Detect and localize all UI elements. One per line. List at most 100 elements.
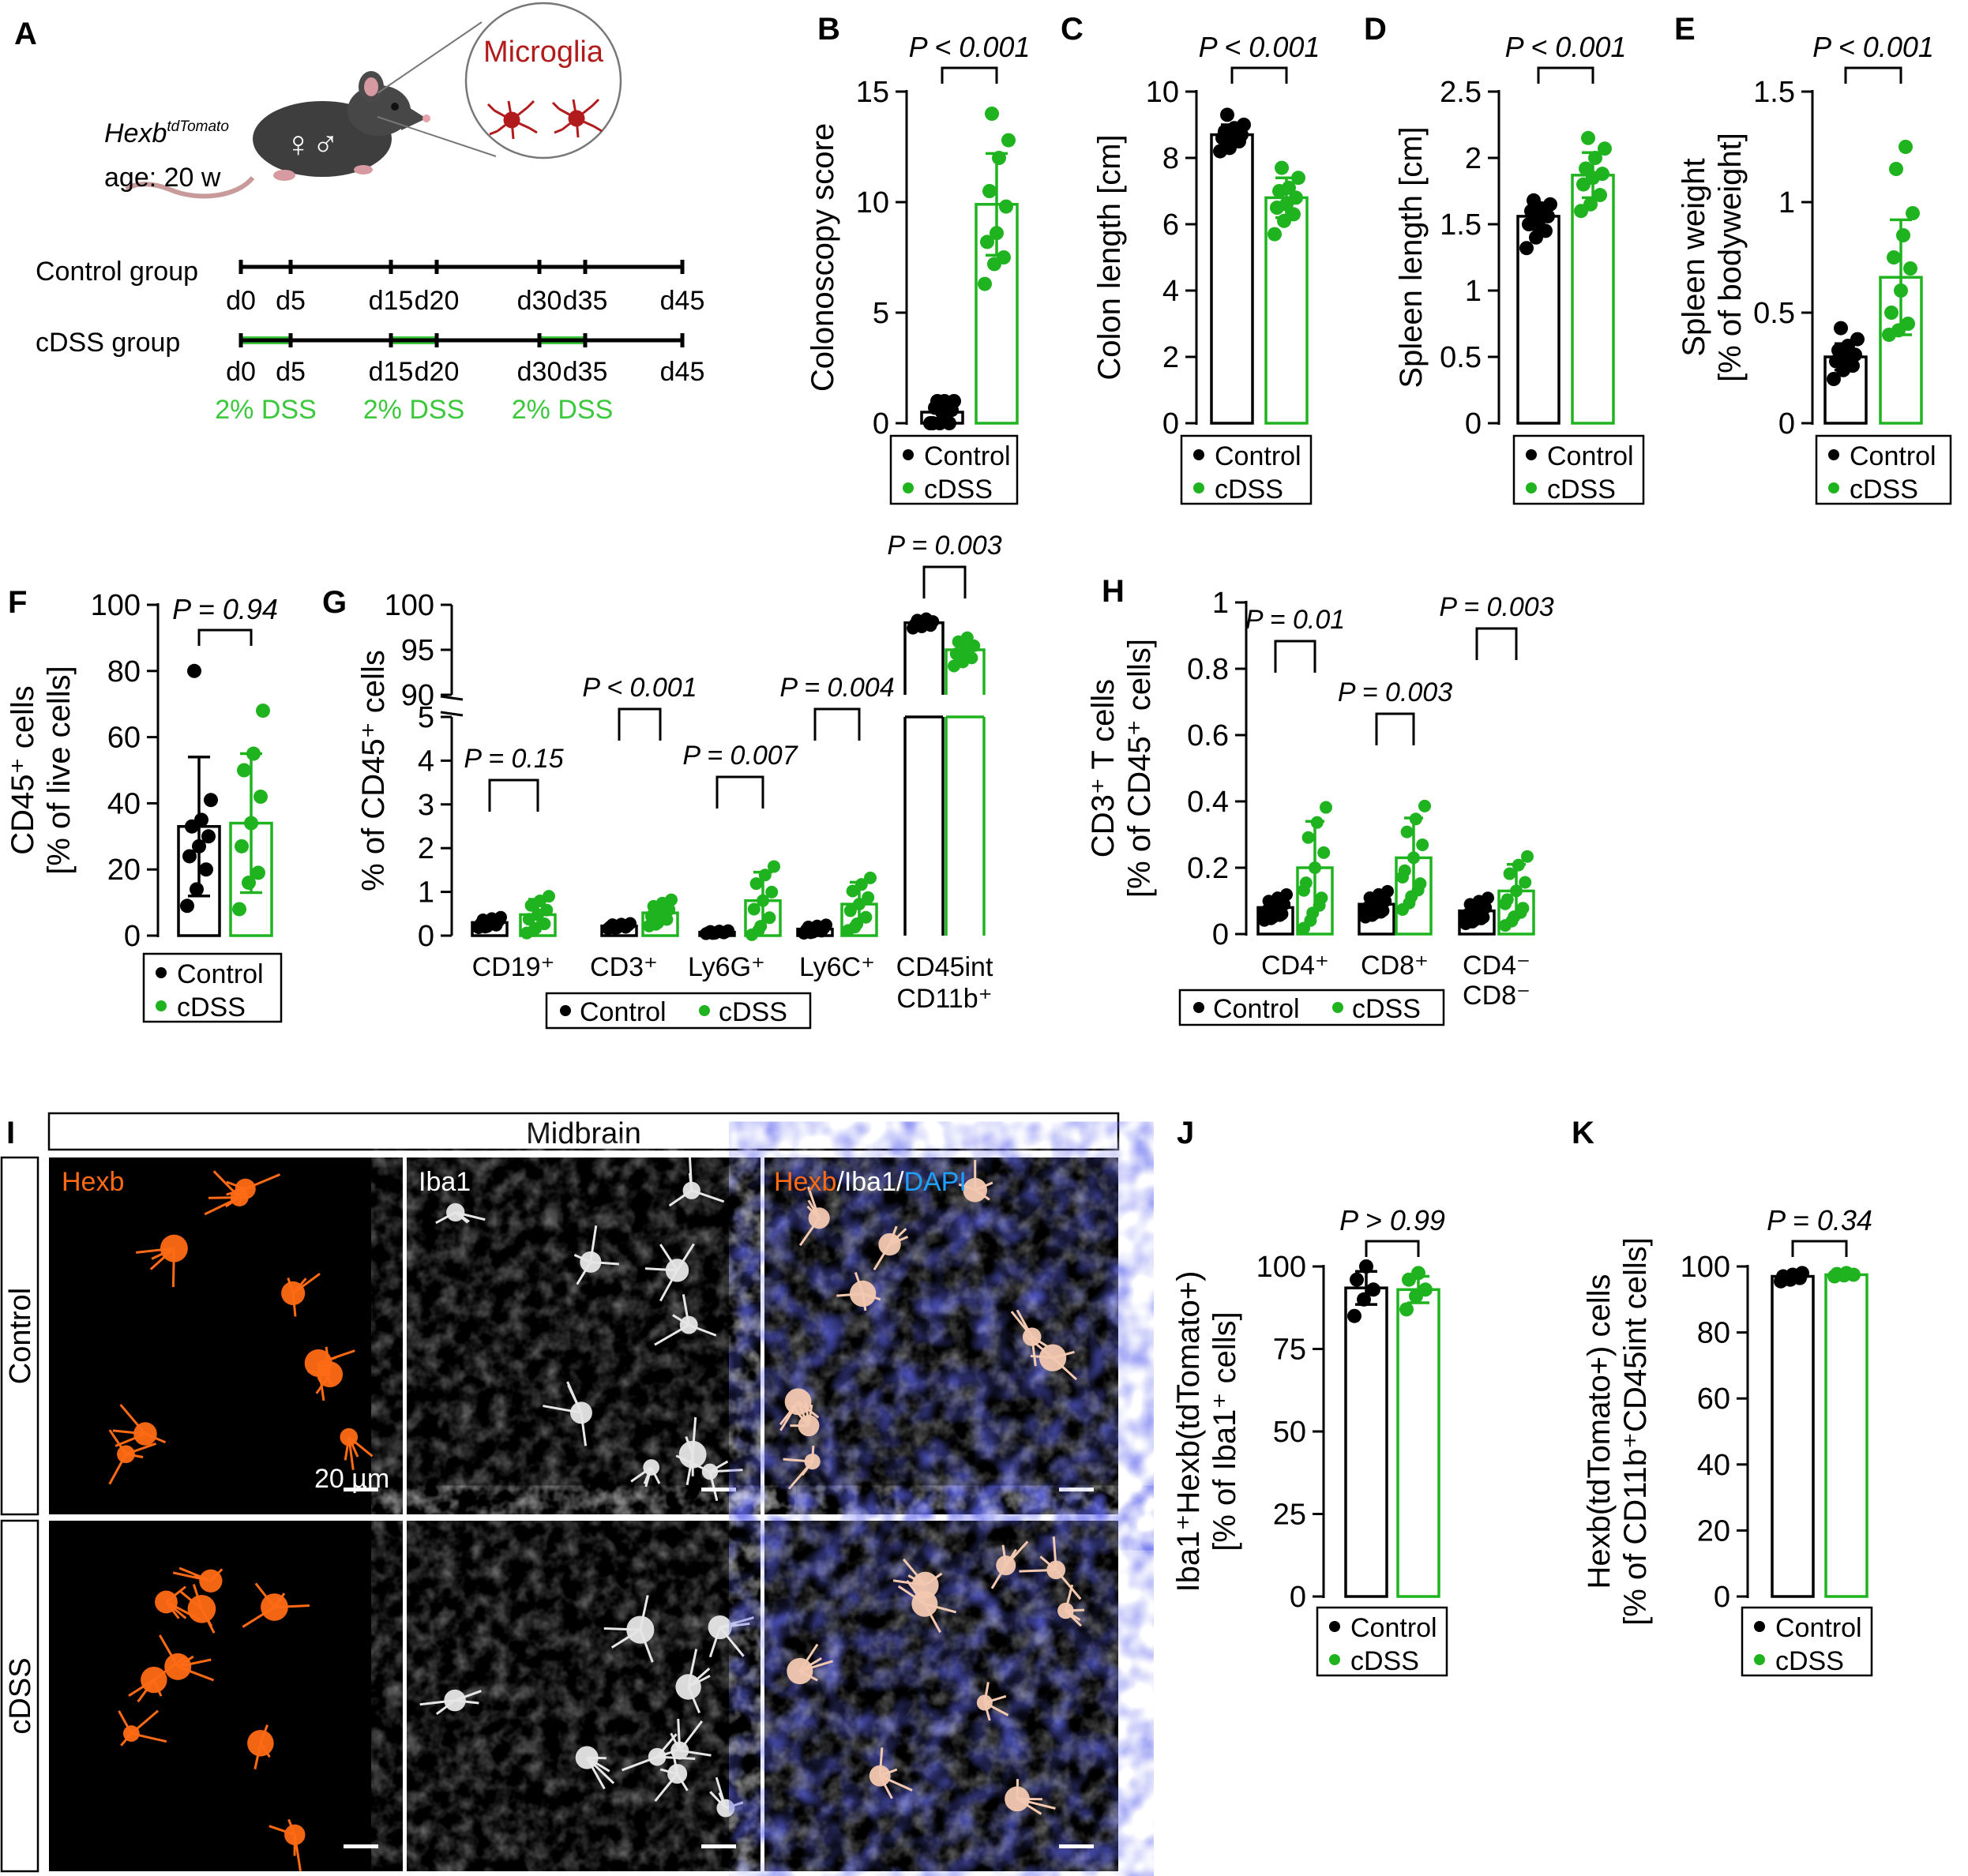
microglia-process (292, 1272, 321, 1295)
microglia-process (126, 1453, 144, 1458)
y-axis-label: [% of bodyweight] (1713, 133, 1748, 382)
microglia-process (151, 1247, 175, 1260)
p-value: P = 0.003 (1439, 592, 1553, 622)
microglia-process (688, 1323, 717, 1337)
y-axis-label: Spleen length [cm] (1394, 126, 1429, 388)
p-value: P = 0.01 (1245, 605, 1345, 635)
significance-bracket (1274, 640, 1316, 673)
y-tick-label: 20 (107, 854, 141, 887)
legend-label-cdss: cDSS (1547, 475, 1616, 505)
microglia-process (725, 1801, 744, 1810)
microglia-process (344, 1436, 351, 1461)
micrographs: Hexb Iba1 Hexb/Iba1/DAPI 20 µm (49, 1157, 1118, 1872)
microglia-process (708, 1471, 719, 1502)
microglia-process (685, 1454, 694, 1486)
data-point (527, 924, 540, 937)
legend-box (1178, 989, 1445, 1026)
data-point (1482, 891, 1494, 905)
region-label: Midbrain (526, 1117, 641, 1150)
legend-dot-control (903, 449, 914, 460)
microglia-process (709, 1460, 729, 1473)
data-point (1901, 317, 1915, 331)
microglia-process (798, 1643, 819, 1672)
data-point (1512, 858, 1525, 872)
bar-control (1210, 133, 1254, 425)
y-tick-label: 10 (1146, 76, 1179, 109)
data-point (1407, 851, 1420, 865)
microglia-process (212, 1170, 241, 1199)
microglia-process (676, 1243, 695, 1271)
row-label-box-cdss (0, 1519, 39, 1873)
microglia-process (878, 1775, 893, 1799)
microglia-process (897, 1585, 926, 1605)
data-point (1220, 107, 1234, 122)
y-tick-label: 15 (856, 76, 889, 109)
data-point (1887, 250, 1901, 265)
data-point (763, 911, 776, 925)
legend-dot-control (1754, 1621, 1765, 1632)
y-tick-label: 4 (1162, 275, 1179, 308)
y-axis-label: CD45⁺ cells (6, 685, 40, 855)
data-point (992, 151, 1006, 165)
significance-bracket (813, 707, 861, 741)
microglia-process (287, 1818, 296, 1836)
microglia-process (1005, 1540, 1029, 1566)
legend-dot-control (1526, 449, 1537, 460)
chart-g: G 0 1 2 3 4 590 95 100 % of CD45⁺ cells P = 0.15 P … (322, 531, 1002, 1030)
microglia-process (630, 1466, 652, 1483)
p-value: P < 0.001 (582, 673, 697, 703)
y-tick-label: 100 (1256, 1251, 1306, 1284)
significance-bracket (1365, 1240, 1420, 1257)
data-point (538, 917, 551, 931)
microglia-process (1001, 1544, 1008, 1566)
microglia-process (245, 1173, 281, 1191)
y-tick-label: 4 (418, 745, 434, 778)
microglia-process (125, 1442, 157, 1456)
y-tick-label: 0.6 (1187, 719, 1229, 752)
micrograph-0 (49, 1157, 403, 1514)
data-point (820, 918, 832, 932)
microglia-process (589, 1225, 598, 1263)
x-tick-label: CD8⁻ (1463, 981, 1530, 1011)
legend-dot-cdss (1754, 1654, 1765, 1665)
panel-a: A ♀♂ Microglia (14, 2, 704, 425)
microglia-process (317, 1362, 335, 1387)
microglia-process (291, 1293, 297, 1317)
data-point (649, 917, 663, 931)
data-point (235, 839, 249, 854)
microglia-process (128, 1679, 155, 1698)
panel-label-i: I (6, 1116, 15, 1150)
y-axis-label: Spleen weight (1677, 158, 1711, 356)
day-label-cdss: d0 (226, 357, 256, 387)
data-point (1301, 831, 1315, 844)
y-axis-label: Iba1⁺Hexb(tdTomato+) (1171, 1271, 1206, 1593)
data-point (1275, 160, 1289, 175)
data-point (1839, 1266, 1853, 1281)
microglia-process (682, 1294, 690, 1326)
microglia-process (120, 1732, 133, 1747)
data-point (1286, 207, 1301, 222)
p-value: P = 0.94 (172, 593, 278, 625)
microglia-process (576, 1261, 592, 1285)
microglia-process (165, 1585, 186, 1604)
data-point (997, 250, 1011, 265)
microglia-process (691, 1189, 725, 1203)
legend-label-control: Control (1547, 441, 1634, 471)
data-point (1400, 825, 1414, 839)
legend-dot-control (1193, 449, 1204, 460)
legend-box (1316, 1606, 1448, 1677)
y-tick-label: 25 (1273, 1499, 1306, 1532)
data-point (985, 107, 999, 121)
microglia-process (799, 1660, 834, 1672)
y-tick-label: 2 (1465, 142, 1482, 175)
microglia-process (719, 1626, 745, 1657)
svg-text:HexbtdTomato: HexbtdTomato (104, 118, 229, 148)
data-point (854, 878, 868, 891)
microglia-process (317, 1363, 325, 1401)
data-point (494, 910, 507, 924)
data-point (1499, 897, 1512, 910)
data-point (1906, 206, 1920, 220)
microglia-process (177, 1665, 215, 1682)
microglia-process (255, 1743, 262, 1762)
panel-label-d: D (1364, 12, 1387, 47)
